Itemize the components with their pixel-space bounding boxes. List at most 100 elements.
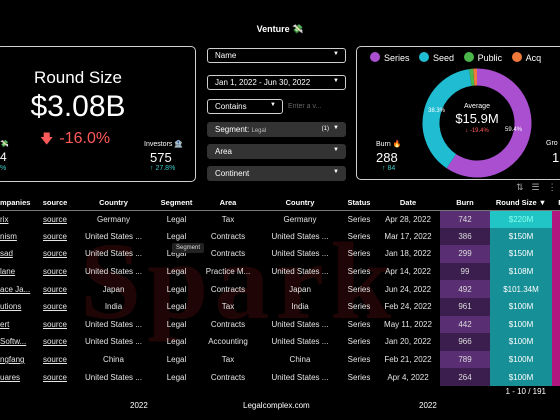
filter-search-input[interactable]: Enter a v...	[284, 99, 346, 114]
company-name[interactable]: ert	[0, 319, 10, 329]
country-cell: United States ...	[85, 267, 142, 277]
date-cell: Apr 4, 2022	[387, 372, 429, 382]
column-header[interactable]: Round Size ▼	[490, 196, 552, 211]
area-cell: Contracts	[210, 231, 246, 241]
investors-value: 575	[150, 150, 172, 165]
source-link[interactable]: source	[42, 231, 67, 241]
segment-cell: Legal	[166, 337, 187, 347]
area-filter[interactable]: Area ▼	[207, 144, 346, 159]
date-cell: Jan 20, 2022	[384, 337, 432, 347]
segment-cell: Legal	[166, 249, 187, 259]
burn-cell: 99	[440, 262, 490, 281]
date-cell: Jun 24, 2022	[384, 284, 432, 294]
round-size-cell: $150M	[490, 245, 552, 263]
donut-center-label: Average	[464, 103, 490, 110]
source-link[interactable]: source	[42, 319, 67, 329]
source-link[interactable]: source	[42, 284, 67, 294]
kpi-value: $3.08B	[30, 90, 126, 123]
source-link[interactable]: source	[42, 337, 67, 347]
sort-options-icon[interactable]: ⇅	[516, 182, 524, 192]
kpi-delta: 🡇 -16.0%	[40, 130, 110, 152]
name-filter[interactable]: Name ▼	[207, 48, 346, 63]
donut-slice-series[interactable]	[446, 68, 532, 178]
table-row[interactable]: utions source India Legal Tax India Series Feb …	[0, 297, 560, 316]
segment-cell: Legal	[166, 355, 187, 365]
company-name[interactable]: lane	[0, 267, 16, 277]
burn-cell: 492	[440, 280, 490, 298]
country-cell: United States ...	[271, 337, 329, 347]
gro-value: 1	[552, 150, 560, 165]
country-cell: United States ...	[271, 249, 329, 259]
company-name[interactable]: nism	[0, 231, 17, 241]
column-header[interactable]: Burn	[440, 196, 490, 211]
filter-icon[interactable]: ☰	[531, 182, 540, 192]
source-link[interactable]: source	[42, 214, 67, 224]
table-row[interactable]: Softw... source United States ... Legal Acco…	[0, 333, 560, 351]
donut-seed-pct: 38.3%	[428, 108, 446, 114]
company-name[interactable]: Softw...	[0, 337, 27, 347]
source-link[interactable]: source	[42, 267, 67, 277]
company-name[interactable]: utions	[0, 302, 22, 312]
legend-item[interactable]: Series	[370, 52, 410, 63]
country-cell: India	[291, 302, 309, 312]
table-row[interactable]: sad source United States ... Legal Contracts…	[0, 245, 560, 263]
legend-item[interactable]: Seed	[419, 52, 455, 63]
contains-select[interactable]: Contains ▼	[207, 99, 283, 114]
country-cell: United States ...	[85, 249, 142, 259]
table-row[interactable]: ace Ja... source Japan Legal Contracts Japan S…	[0, 280, 560, 298]
source-link[interactable]: source	[42, 372, 67, 382]
country-cell: United States ...	[271, 319, 329, 329]
table-row[interactable]: lane source United States ... Legal Practice…	[0, 262, 560, 281]
column-header[interactable]: Status	[342, 196, 376, 211]
legend-item[interactable]: Acq	[511, 52, 541, 63]
column-header[interactable]: Date	[376, 196, 440, 211]
column-header[interactable]: mpanies	[0, 196, 38, 211]
left-fragment-label: 💸	[0, 141, 9, 148]
segment-filter-value: Legal	[251, 128, 267, 134]
segment-filter[interactable]: Segment: Legal (1) ▼	[207, 122, 346, 137]
contains-label: Contains	[215, 102, 247, 111]
table-row[interactable]: ert source United States ... Legal Contracts…	[0, 315, 560, 334]
column-header[interactable]: Area	[198, 196, 258, 211]
chevron-down-icon: ▼	[333, 51, 339, 57]
source-link[interactable]: source	[42, 249, 67, 259]
burn-cell: 742	[440, 210, 490, 228]
chevron-down-icon: ▼	[333, 125, 339, 131]
table-header-row: mpanies source Country Segment Area Coun…	[0, 196, 560, 211]
chevron-down-icon: ▼	[270, 102, 276, 108]
legend-label: Seed	[433, 53, 455, 63]
source-link[interactable]: source	[42, 355, 67, 365]
source-link[interactable]: source	[42, 302, 67, 312]
country-cell: India	[104, 302, 123, 312]
table-row[interactable]: rix source Germany Legal Tax Germany Series Apr…	[0, 210, 560, 228]
date-range-picker[interactable]: Jan 1, 2022 - Jun 30, 2022 ▼	[207, 75, 346, 90]
table-row[interactable]: ngfang source China Legal Tax China Series Feb …	[0, 350, 560, 369]
burn-value: 288	[376, 150, 398, 165]
area-cell: Tax	[221, 214, 235, 224]
legend-label: Series	[384, 53, 410, 63]
status-cell: Series	[347, 214, 371, 224]
table-row[interactable]: uares source United States ... Legal Contrac…	[0, 368, 560, 386]
column-header[interactable]: source	[38, 196, 72, 211]
table-row[interactable]: nism source United States ... Legal Contract…	[0, 227, 560, 246]
company-name[interactable]: ace Ja...	[0, 284, 31, 294]
area-cell: Tax	[221, 302, 235, 312]
column-header[interactable]: Country	[72, 196, 155, 211]
company-name[interactable]: uares	[0, 372, 21, 382]
status-donut-chart[interactable]	[421, 67, 533, 179]
continent-filter[interactable]: Continent ▼	[207, 166, 346, 181]
more-options-icon[interactable]: ⋮	[547, 182, 557, 192]
country-cell: Japan	[102, 284, 125, 294]
company-name[interactable]: sad	[0, 249, 13, 259]
round-size-cell: $108M	[490, 262, 552, 281]
area-cell: Tax	[221, 355, 235, 365]
legend-item[interactable]: Public	[463, 52, 502, 63]
donut-slice-seed[interactable]	[422, 69, 473, 169]
company-name[interactable]: rix	[0, 214, 9, 224]
column-header[interactable]: Segment	[155, 196, 198, 211]
column-header[interactable]: Country	[258, 196, 342, 211]
company-name[interactable]: ngfang	[0, 355, 25, 365]
legend-swatch	[419, 52, 430, 62]
footer-right: 2022	[419, 401, 437, 410]
column-header[interactable]: R	[552, 196, 560, 211]
